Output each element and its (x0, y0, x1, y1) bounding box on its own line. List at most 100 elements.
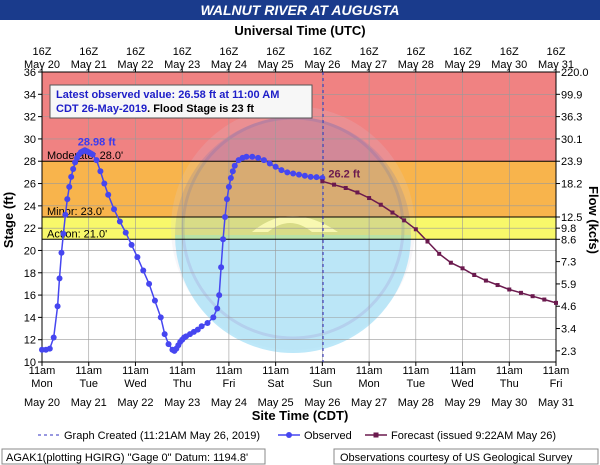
observed-point (266, 160, 273, 167)
legend-observed-marker (286, 432, 292, 438)
observed-point (111, 206, 118, 213)
forecast-point (378, 202, 383, 207)
value-annotation: 28.98 ft (78, 136, 116, 148)
bottom-tick-label-day: Mon (31, 378, 52, 390)
right-axis-title: Flow (kcfs) (586, 186, 600, 254)
top-tick-label-date: May 25 (258, 59, 294, 71)
observed-point (296, 171, 302, 178)
observed-point (128, 241, 135, 248)
bottom-tick-label-date: May 25 (258, 397, 294, 409)
value-annotation: 26.2 ft (328, 168, 360, 180)
observed-point (204, 319, 211, 326)
top-tick-label-date: May 28 (398, 59, 434, 71)
bottom-tick-label-date: May 22 (117, 397, 153, 409)
observed-point (56, 275, 63, 282)
bottom-tick-label-day: Wed (451, 378, 473, 390)
observed-point (260, 157, 267, 164)
flow-tick-label: 12.5 (561, 212, 582, 224)
forecast-point (425, 239, 430, 244)
top-tick-label-date: May 20 (24, 59, 60, 71)
forecast-point (483, 278, 488, 283)
y-tick-label: 22 (24, 223, 36, 235)
legend: Graph Created (11:21AM May 26, 2019) Obs… (38, 430, 556, 442)
bottom-tick-label-time: 11am (543, 365, 570, 377)
observed-point (284, 169, 291, 176)
top-tick-label-date: May 27 (351, 59, 387, 71)
bottom-tick-label-day: Fri (550, 378, 563, 390)
y-tick-label: 32 (24, 112, 36, 124)
flow-tick-label: 18.2 (561, 179, 582, 191)
top-tick-label-date: May 24 (211, 59, 247, 71)
observed-point (64, 196, 71, 203)
observed-point (227, 174, 234, 181)
flow-tick-label: 220.0 (561, 67, 589, 79)
observed-point (97, 168, 104, 175)
observed-point (218, 264, 225, 271)
bottom-tick-label-date: May 29 (445, 397, 481, 409)
observed-point (290, 170, 297, 177)
bottom-tick-label-date: May 27 (351, 397, 387, 409)
y-tick-label: 34 (24, 89, 36, 101)
observed-point (101, 180, 108, 187)
legend-forecast-marker (373, 432, 379, 438)
y-tick-label: 30 (24, 134, 36, 146)
threshold-label: Moderate: 28.0' (47, 150, 123, 162)
bottom-tick-label-time: 11am (29, 365, 56, 377)
info-line-2-date: CDT 26-May-2019 (56, 103, 147, 115)
observed-point (89, 151, 96, 158)
y-tick-label: 26 (24, 179, 36, 191)
observed-point (216, 292, 223, 299)
axes: 10 12 14 16 18 20 22 24 26 28 30 32 34 36 2.3 3.4 4.6 5.9… (24, 46, 589, 409)
flow-tick-label: 2.3 (561, 346, 576, 358)
forecast-point (542, 297, 547, 302)
observed-point (223, 196, 230, 203)
threshold-label: Minor: 23.0' (47, 206, 104, 218)
y-tick-label: 18 (24, 268, 36, 280)
bottom-tick-label-day: Sat (267, 378, 284, 390)
bottom-axis-title: Site Time (CDT) (252, 408, 349, 423)
top-tick-label-utc: 16Z (547, 46, 566, 58)
latest-value-box: Latest observed value: 26.58 ft at 11:00… (49, 84, 313, 119)
y-tick-label: 24 (24, 201, 36, 213)
top-tick-label-date: May 22 (117, 59, 153, 71)
observed-point (198, 323, 205, 330)
title-bar (0, 0, 600, 20)
bottom-tick-label-time: 11am (309, 365, 336, 377)
observed-point (313, 174, 320, 181)
y-tick-label: 20 (24, 245, 36, 257)
observed-point (222, 214, 229, 220)
legend-forecast: Forecast (issued 9:22AM May 26) (391, 430, 556, 442)
bottom-tick-label-time: 11am (169, 365, 196, 377)
observed-point (243, 153, 250, 160)
forecast-point (472, 273, 477, 277)
bottom-tick-label-time: 11am (356, 365, 383, 377)
observed-point (116, 218, 123, 225)
top-tick-label-utc: 16Z (453, 46, 472, 58)
top-tick-label-date: May 29 (445, 59, 481, 71)
observed-point (272, 163, 279, 170)
flow-tick-label: 99.9 (561, 89, 582, 101)
bottom-tick-label-day: Sun (313, 378, 333, 390)
forecast-point (413, 227, 418, 232)
top-tick-label-date: May 26 (304, 59, 340, 71)
forecast-point (530, 294, 535, 299)
info-line-2-flood: . Flood Stage is 23 ft (147, 103, 254, 115)
observed-point (220, 236, 227, 243)
top-tick-label-utc: 16Z (219, 46, 238, 58)
observed-point (231, 162, 238, 169)
forecast-point (367, 196, 372, 201)
svg-text:CDT 26-May-2019. Flood Stage i: CDT 26-May-2019. Flood Stage is 23 ft (56, 103, 254, 115)
bottom-tick-label-date: May 28 (398, 397, 434, 409)
flow-tick-label: 36.3 (561, 112, 582, 124)
observed-point (194, 326, 201, 333)
observed-point (105, 191, 112, 198)
flow-tick-label: 30.1 (561, 134, 582, 146)
observed-point (68, 173, 75, 180)
observed-point (249, 153, 256, 160)
forecast-point (437, 251, 442, 256)
top-tick-label-date: May 23 (164, 59, 200, 71)
y-tick-label: 28 (24, 156, 36, 168)
flow-tick-label: 4.6 (561, 301, 576, 313)
observed-point (54, 303, 61, 310)
bottom-tick-label-day: Fri (222, 378, 235, 390)
